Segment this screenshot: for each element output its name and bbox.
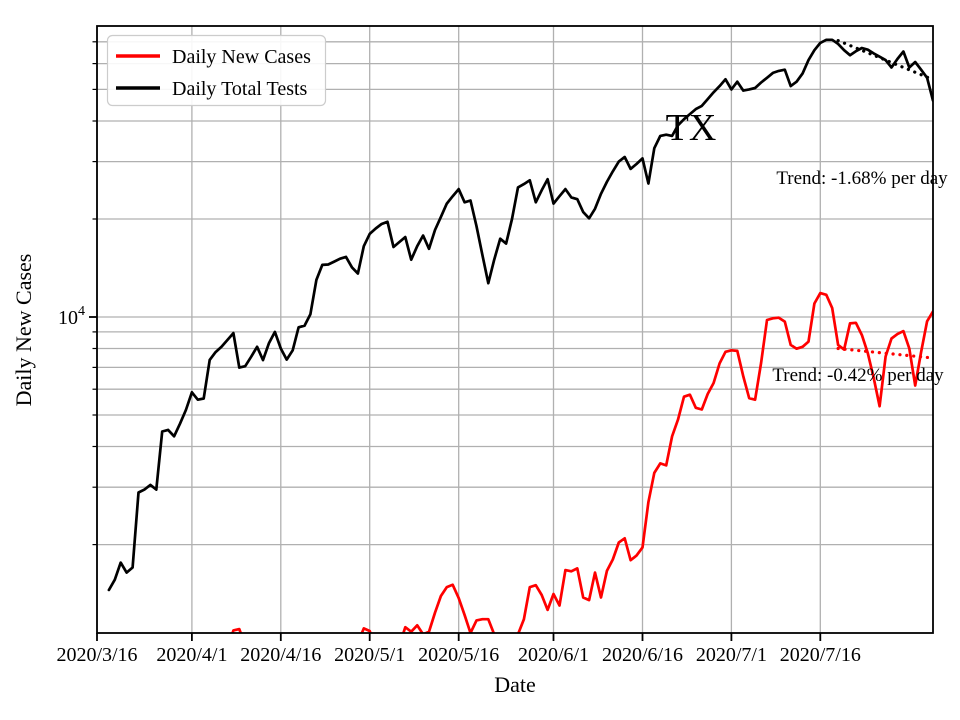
x-tick-label: 2020/4/1: [156, 644, 227, 666]
series-line-daily-new-cases: [231, 291, 933, 633]
y-major-tick-label: 104: [58, 304, 85, 329]
x-axis-label: Date: [494, 672, 536, 697]
x-tick-label: 2020/5/1: [334, 644, 405, 666]
x-tick-label: 2020/7/1: [696, 644, 767, 666]
gridlines: [96, 26, 933, 633]
axis-ticks: [89, 41, 822, 641]
x-tick-label: 2020/5/16: [418, 644, 499, 666]
legend-label-tests: Daily Total Tests: [172, 78, 308, 100]
series-line-daily-total-tests: [107, 38, 933, 592]
x-tick-labels: 2020/3/16 2020/4/1 2020/4/16 2020/5/1 2020/5…: [56, 644, 860, 666]
trend-cases-annotation: Trend: -0.42% per day: [772, 365, 944, 386]
x-tick-label: 2020/6/1: [518, 644, 589, 666]
plot-frame: [96, 25, 934, 634]
x-tick-label: 2020/4/16: [240, 644, 321, 666]
legend-label-cases: Daily New Cases: [172, 46, 311, 68]
x-tick-label: 2020/7/16: [780, 644, 861, 666]
legend-box: [106, 34, 327, 107]
trend-tests-annotation: Trend: -1.68% per day: [776, 168, 948, 189]
legend: Daily New Cases Daily Total Tests: [106, 34, 327, 107]
data-series: [107, 38, 933, 633]
state-annotation: TX: [666, 107, 717, 149]
trend-line-daily-new-cases: [836, 346, 933, 360]
x-tick-label: 2020/6/16: [602, 644, 683, 666]
x-tick-label: 2020/3/16: [56, 644, 137, 666]
y-axis-label: Daily New Cases: [11, 254, 36, 407]
